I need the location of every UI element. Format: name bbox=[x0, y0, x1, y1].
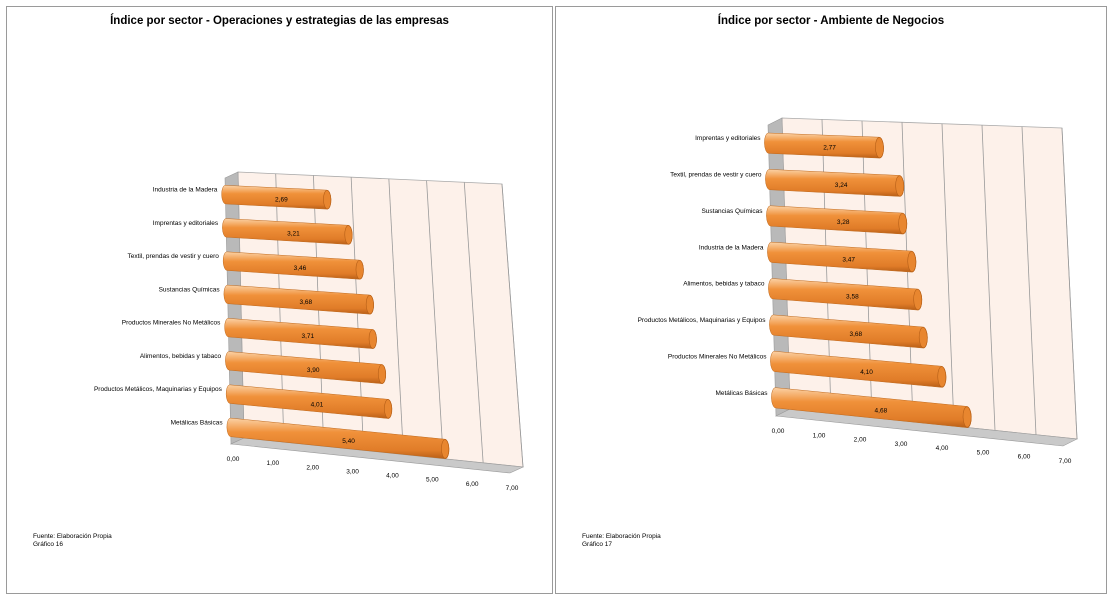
bar-end-cap bbox=[913, 289, 923, 311]
chart-plot: 0,00 1,00 2,00 3,00 4,00 5,00 6,00 7,00 2,69 Indu… bbox=[94, 171, 525, 492]
bar-end-cap bbox=[323, 190, 332, 210]
x-tick-label: 2,00 bbox=[854, 437, 867, 444]
category-label: Productos Metálicos, Maquinarias y Equip… bbox=[94, 386, 223, 393]
x-tick-label: 3,00 bbox=[895, 441, 908, 448]
x-tick-label: 5,00 bbox=[426, 477, 439, 484]
x-tick-label: 4,00 bbox=[386, 473, 399, 480]
data-label: 4,01 bbox=[311, 401, 324, 408]
gridline bbox=[388, 178, 404, 455]
data-label: 3,58 bbox=[846, 294, 859, 301]
bar-end-cap bbox=[365, 294, 374, 315]
gridline bbox=[1021, 126, 1037, 435]
x-tick-label: 4,00 bbox=[936, 445, 949, 452]
data-label: 2,69 bbox=[275, 196, 288, 203]
gridline bbox=[501, 183, 524, 468]
category-label: Industria de la Madera bbox=[699, 244, 764, 251]
data-label: 4,68 bbox=[875, 407, 888, 414]
x-tick-label: 7,00 bbox=[506, 485, 519, 492]
source-text: Fuente: Elaboración Propia bbox=[33, 533, 112, 540]
x-tick-label: 7,00 bbox=[1059, 458, 1072, 465]
chart-plot: 0,00 1,00 2,00 3,00 4,00 5,00 6,00 7,00 2,77 Impr… bbox=[638, 117, 1079, 465]
x-tick-label: 0,00 bbox=[772, 428, 785, 435]
x-tick-label: 0,00 bbox=[227, 456, 240, 463]
figure-number: Gráfico 17 bbox=[582, 541, 612, 548]
gridline bbox=[1061, 127, 1078, 440]
category-label: Alimentos, bebidas y tabaco bbox=[683, 281, 765, 288]
bar-end-cap bbox=[377, 364, 386, 384]
gridline bbox=[463, 182, 484, 463]
figure-number: Gráfico 16 bbox=[33, 541, 63, 548]
chart-panel-right: Índice por sector - Ambiente de Negocios… bbox=[555, 6, 1107, 594]
data-label: 3,46 bbox=[294, 265, 307, 272]
category-label: Imprentas y editoriales bbox=[153, 220, 219, 227]
bar-end-cap bbox=[344, 225, 353, 245]
bar-end-cap bbox=[441, 439, 450, 459]
data-label: 3,28 bbox=[837, 219, 850, 226]
x-tick-label: 3,00 bbox=[346, 468, 359, 475]
bar-end-cap bbox=[918, 327, 928, 349]
data-label: 3,21 bbox=[287, 231, 300, 238]
category-label: Textil, prendas de vestir y cuero bbox=[670, 172, 762, 179]
bar-end-cap bbox=[962, 406, 972, 428]
category-label: Textil, prendas de vestir y cuero bbox=[127, 253, 219, 260]
back-wall bbox=[781, 117, 1078, 440]
chart-panel-left: Índice por sector - Operaciones y estrat… bbox=[6, 6, 553, 594]
bar-end-cap bbox=[907, 251, 917, 273]
category-label: Productos Metálicos, Maquinarias y Equip… bbox=[638, 317, 767, 324]
data-label: 3,90 bbox=[307, 367, 320, 374]
source-note: Fuente: Elaboración Propia Gráfico 17 bbox=[582, 533, 661, 549]
category-label: Metálicas Básicas bbox=[171, 419, 224, 426]
data-label: 2,77 bbox=[823, 145, 836, 152]
x-tick-label: 6,00 bbox=[466, 481, 479, 488]
gridline bbox=[941, 123, 955, 427]
x-tick-label: 1,00 bbox=[267, 460, 280, 467]
bar-end-cap bbox=[384, 399, 393, 419]
category-label: Metálicas Básicas bbox=[715, 390, 768, 397]
x-tick-label: 6,00 bbox=[1018, 454, 1031, 461]
gridline bbox=[426, 180, 444, 459]
category-label: Productos Minerales No Metálicos bbox=[122, 320, 221, 327]
data-label: 5,40 bbox=[342, 438, 355, 445]
data-label: 3,47 bbox=[842, 256, 855, 263]
category-label: Sustancias Químicas bbox=[159, 286, 221, 293]
bar-end-cap bbox=[875, 137, 884, 159]
x-tick-label: 5,00 bbox=[977, 449, 990, 456]
data-label: 4,10 bbox=[860, 369, 873, 376]
category-label: Sustancias Químicas bbox=[701, 208, 763, 215]
data-label: 3,68 bbox=[850, 331, 863, 338]
bar-end-cap bbox=[895, 175, 905, 197]
source-note: Fuente: Elaboración Propia Gráfico 16 bbox=[33, 533, 112, 549]
category-label: Productos Minerales No Metálicos bbox=[668, 353, 767, 360]
data-label: 3,71 bbox=[301, 333, 314, 340]
category-label: Imprentas y editoriales bbox=[695, 135, 761, 142]
chart-title: Índice por sector - Operaciones y estrat… bbox=[110, 15, 449, 27]
category-label: Industria de la Madera bbox=[153, 187, 218, 194]
source-text: Fuente: Elaboración Propia bbox=[582, 533, 661, 540]
chart-title: Índice por sector - Ambiente de Negocios bbox=[717, 15, 945, 27]
category-label: Alimentos, bebidas y tabaco bbox=[140, 353, 222, 360]
bar-end-cap bbox=[898, 213, 908, 235]
bar-end-cap bbox=[368, 329, 377, 349]
data-label: 3,68 bbox=[300, 299, 313, 306]
bar-end-cap bbox=[937, 366, 947, 388]
gridline bbox=[981, 125, 996, 431]
data-label: 3,24 bbox=[835, 182, 848, 189]
bar-end-cap bbox=[355, 260, 364, 280]
x-tick-label: 2,00 bbox=[306, 464, 319, 471]
x-tick-label: 1,00 bbox=[813, 432, 826, 439]
